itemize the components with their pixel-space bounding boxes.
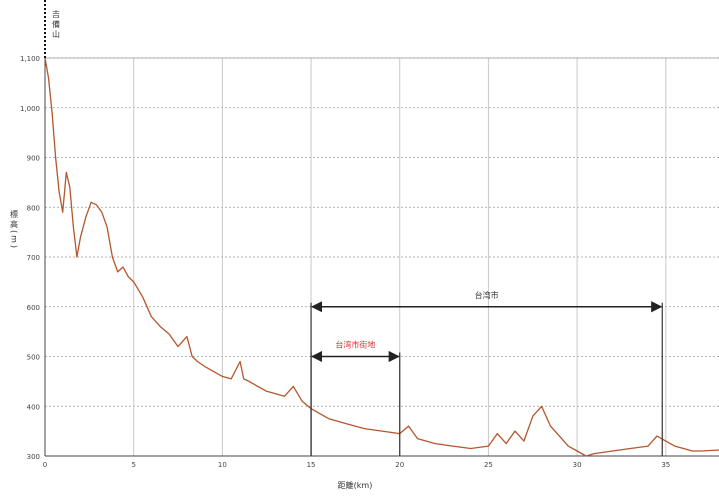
x-tick-label: 0	[43, 461, 47, 469]
tick-labels: 300 400 500 600 700 800 900 1,000 1,100 0 5 10 15 20 2…	[20, 55, 670, 469]
y-tick-label: 300	[27, 453, 40, 461]
y-tick-label: 600	[27, 304, 40, 312]
series-layer	[44, 57, 719, 457]
y-tick-label: 500	[27, 354, 40, 362]
range-label: 台湾市街地	[335, 340, 375, 350]
y-tick-label: 400	[27, 403, 40, 411]
grid-lines	[45, 57, 719, 456]
top-peak-label: 吉備山	[52, 10, 61, 40]
range-label: 台湾市	[475, 290, 499, 300]
y-tick-label: 800	[27, 204, 40, 212]
y-tick-label: 1,000	[20, 105, 40, 113]
top-label-wrap: 吉備山	[52, 10, 61, 40]
x-tick-label: 5	[131, 461, 135, 469]
x-tick-label: 30	[573, 461, 582, 469]
x-tick-label: 20	[395, 461, 404, 469]
x-axis-label: 距離(km)	[338, 480, 373, 490]
x-tick-label: 15	[307, 461, 316, 469]
x-tick-label: 10	[218, 461, 227, 469]
y-tick-label: 700	[27, 254, 40, 262]
y-tick-label: 1,100	[20, 55, 40, 63]
elevation-line	[44, 57, 719, 457]
y-tick-label: 900	[27, 155, 40, 163]
x-tick-label: 25	[484, 461, 493, 469]
y-axis-label-wrap: 標高(m)	[10, 209, 19, 250]
axes	[44, 0, 719, 457]
x-tick-label: 35	[661, 461, 670, 469]
y-axis-label: 標高(m)	[10, 209, 19, 250]
